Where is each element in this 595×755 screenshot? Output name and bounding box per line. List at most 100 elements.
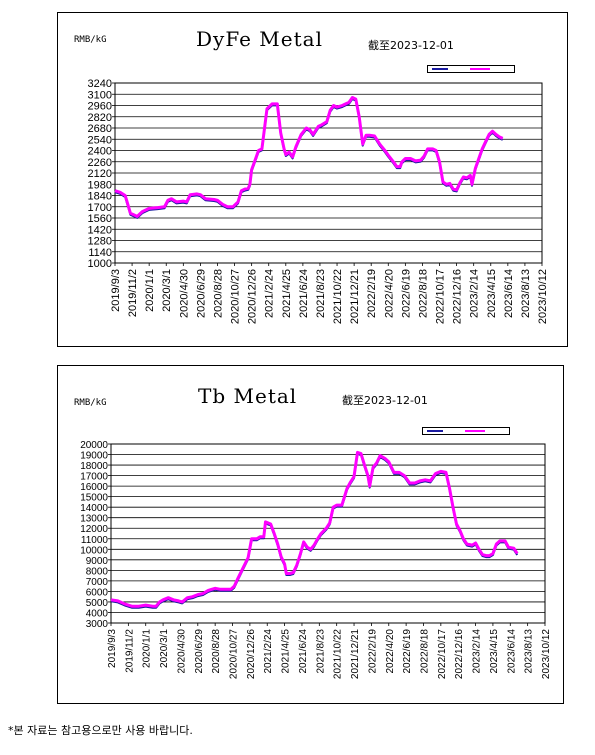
dyfe-y-tick-label: 1980 [88,179,112,191]
tb-x-tick-label: 2021/10/22 [333,629,344,679]
dyfe-x-tick-label: 2021/10/22 [332,269,344,324]
dyfe-as-of-date: 截至2023-12-01 [368,39,454,52]
tb-series-line-high [110,450,519,608]
dyfe-x-tick-label: 2022/4/20 [383,269,395,318]
dyfe-x-tick-label: 2023/4/15 [486,269,498,318]
tb-x-tick-label: 2022/10/17 [437,629,448,679]
tb-x-tick-label: 2019/9/3 [107,629,118,668]
tb-x-tick-label: 2022/2/19 [367,629,378,674]
dyfe-x-tick-label: 2021/6/24 [298,269,310,318]
dyfe-y-tick-label: 3100 [88,89,112,101]
tb-x-tick-label: 2023/4/15 [489,629,500,674]
tb-x-tick-label: 2021/12/21 [350,629,361,679]
dyfe-y-tick-label: 1140 [88,247,112,259]
tb-x-tick-label: 2020/8/28 [211,629,222,674]
dyfe-x-tick-label: 2020/4/30 [178,269,190,318]
tb-x-tick-label: 2023/2/14 [472,629,483,674]
tb-x-tick-label: 2022/4/20 [385,629,396,674]
dyfe-unit-label: RMB/kG [74,35,107,45]
dyfe-x-tick-label: 2022/12/16 [452,269,464,324]
dyfe-y-tick-label: 2540 [88,134,112,146]
tb-y-tick-label: 4000 [86,608,109,619]
dyfe-x-tick-label: 2021/4/25 [281,269,293,318]
dyfe-y-tick-label: 3240 [88,78,112,90]
tb-x-tick-label: 2021/4/25 [281,629,292,674]
tb-y-tick-label: 17000 [80,472,108,483]
tb-x-tick-label: 2021/6/24 [298,629,309,674]
dyfe-x-tick-label: 2022/6/19 [400,269,412,318]
tb-y-tick-label: 18000 [80,461,108,472]
tb-line-chart: 3000400050006000700080009000100001100012… [80,440,552,679]
dyfe-y-tick-label: 2960 [88,101,112,113]
dyfe-legend [427,65,515,73]
tb-x-tick-label: 2020/3/1 [159,629,170,668]
tb-chart-title: Tb Metal [198,384,298,408]
tb-x-tick-label: 2020/6/29 [194,629,205,674]
dyfe-x-tick-label: 2021/12/21 [349,269,361,324]
dyfe-y-tick-label: 1420 [88,224,112,236]
dyfe-y-tick-label: 2120 [88,168,112,180]
dyfe-y-tick-label: 2820 [88,112,112,124]
dyfe-x-tick-label: 2023/6/14 [503,269,515,318]
dyfe-x-tick-label: 2020/8/28 [212,269,224,318]
dyfe-y-tick-label: 2680 [88,123,112,135]
tb-as-of-date: 截至2023-12-01 [342,394,428,407]
tb-y-tick-label: 11000 [81,535,109,546]
tb-y-tick-label: 3000 [86,619,109,630]
dyfe-line-chart: 1000114012801420156017001840198021202260… [88,78,549,324]
dyfe-x-tick-label: 2023/2/14 [469,269,481,318]
tb-y-tick-label: 5000 [86,598,109,609]
dyfe-x-tick-label: 2020/6/29 [195,269,207,318]
tb-x-tick-label: 2020/10/27 [229,629,240,679]
tb-x-tick-label: 2023/6/14 [506,629,517,674]
dyfe-x-tick-label: 2022/8/18 [417,269,429,318]
dyfe-x-tick-label: 2019/9/3 [110,269,122,312]
dyfe-x-tick-label: 2023/8/13 [520,269,532,318]
tb-y-tick-label: 9000 [86,556,109,567]
disclaimer-footnote: *본 자료는 참고용으로만 사용 바랍니다. [8,724,193,737]
dyfe-x-tick-label: 2022/2/19 [366,269,378,318]
dyfe-y-tick-label: 1000 [88,258,112,270]
tb-y-tick-label: 14000 [80,503,108,514]
dyfe-y-tick-label: 2260 [88,157,112,169]
tb-chart-panel: RMB/kG Tb Metal 截至2023-12-01 3000 4000 500… [57,365,564,704]
tb-y-tick-label: 10000 [80,545,108,556]
tb-y-tick-label: 15000 [80,493,108,504]
tb-x-tick-label: 2020/12/26 [246,629,257,679]
tb-x-tick-label: 2021/8/23 [315,629,326,674]
dyfe-x-tick-label: 2020/3/1 [161,269,173,312]
tb-y-tick-label: 12000 [80,524,108,535]
tb-y-tick-label: 16000 [80,482,108,493]
tb-y-tick-label: 20000 [80,440,108,451]
dyfe-x-tick-label: 2020/10/27 [230,269,242,324]
tb-x-tick-label: 2021/2/24 [263,629,274,674]
tb-x-tick-label: 2022/12/16 [454,629,465,679]
tb-x-tick-label: 2023/10/12 [541,629,552,679]
tb-y-tick-label: 13000 [80,514,108,525]
dyfe-x-tick-label: 2020/1/1 [144,269,156,312]
tb-y-tick-label: 7000 [86,577,109,588]
tb-y-tick-label: 6000 [86,587,109,598]
tb-x-tick-label: 2022/6/19 [402,629,413,674]
dyfe-chart-title: DyFe Metal [196,27,323,51]
tb-x-tick-label: 2022/8/18 [419,629,430,674]
dyfe-series-line-high [114,96,504,218]
dyfe-x-tick-label: 2021/8/23 [315,269,327,318]
tb-x-tick-label: 2023/8/13 [524,629,535,674]
dyfe-x-tick-label: 2019/11/2 [127,269,139,317]
tb-x-tick-label: 2019/11/2 [124,629,135,673]
dyfe-x-tick-label: 2022/10/17 [435,269,447,324]
dyfe-x-tick-label: 2023/10/12 [537,269,549,324]
tb-x-tick-label: 2020/4/30 [176,629,187,674]
dyfe-x-tick-label: 2021/2/24 [264,269,276,318]
tb-plot-area [110,443,546,624]
dyfe-y-tick-label: 1700 [88,202,112,214]
dyfe-y-tick-label: 1560 [88,213,112,225]
tb-y-tick-label: 8000 [86,566,109,577]
dyfe-y-tick-label: 2400 [88,146,112,158]
tb-y-tick-label: 19000 [80,451,108,462]
dyfe-y-tick-label: 1280 [88,236,112,248]
dyfe-x-tick-label: 2020/12/26 [247,269,259,324]
tb-legend [422,427,510,435]
tb-unit-label: RMB/kG [74,398,107,408]
